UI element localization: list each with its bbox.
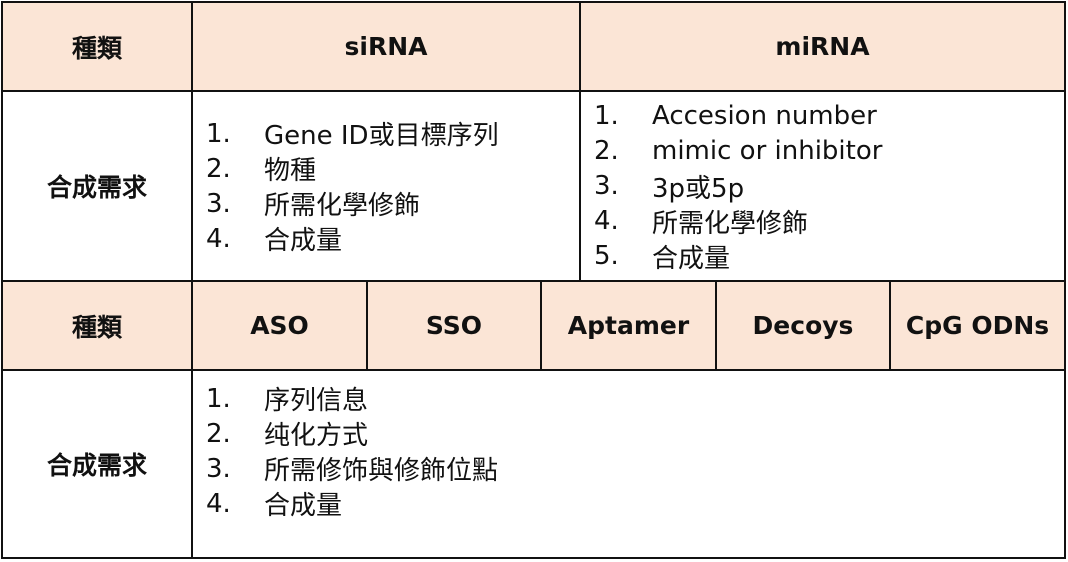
item-text: 序列信息 <box>264 386 369 416</box>
item-text: 所需修饰與修飾位點 <box>264 456 499 486</box>
item-number: 2. <box>594 136 619 166</box>
item-text: 合成量 <box>652 243 731 274</box>
list-item: 3. 3p或5p <box>594 169 1064 204</box>
item-number: 4. <box>206 223 231 254</box>
type-label: 種類 <box>1 280 193 371</box>
item-number: 3. <box>206 188 231 219</box>
item-text: 所需化學修飾 <box>264 191 421 221</box>
list-item: 5. 合成量 <box>594 239 1064 274</box>
type-name: CpG ODNs <box>889 280 1066 371</box>
item-number: 5. <box>594 241 619 271</box>
list-item: 1. Gene ID或目標序列 <box>206 116 579 152</box>
type-name: miRNA <box>579 1 1066 92</box>
needs-list: 1. Gene ID或目標序列 2. 物種 3. 所需化學修飾 4. 合成量 <box>191 90 581 282</box>
type-name: SSO <box>366 280 542 371</box>
item-text: 所需化學修飾 <box>652 208 809 239</box>
item-text: 纯化方式 <box>264 421 369 451</box>
item-text: Accesion number <box>652 101 877 131</box>
needs-list: 1. 序列信息 2. 纯化方式 3. 所需修饰與修飾位點 4. 合成量 <box>191 369 1066 559</box>
item-number: 2. <box>206 153 231 184</box>
list-item: 3. 所需化學修飾 <box>206 186 579 222</box>
list-item: 4. 合成量 <box>206 486 1064 522</box>
list-item: 1. Accesion number <box>594 99 1064 134</box>
item-text: 合成量 <box>264 491 343 521</box>
list-item: 3. 所需修饰與修飾位點 <box>206 451 1064 487</box>
item-number: 4. <box>206 488 231 519</box>
item-number: 1. <box>594 101 619 131</box>
list-item: 4. 合成量 <box>206 221 579 257</box>
type-name: ASO <box>191 280 368 371</box>
list-item: 2. 物種 <box>206 151 579 187</box>
item-text: Gene ID或目標序列 <box>264 121 499 151</box>
item-text: 合成量 <box>264 226 343 256</box>
list-item: 2. 纯化方式 <box>206 416 1064 452</box>
item-number: 1. <box>206 118 231 149</box>
needs-label: 合成需求 <box>1 90 193 282</box>
item-number: 4. <box>594 206 619 236</box>
item-text: mimic or inhibitor <box>652 136 883 166</box>
item-number: 3. <box>206 453 231 484</box>
item-number: 1. <box>206 383 231 414</box>
needs-list: 1. Accesion number 2. mimic or inhibitor 3. 3… <box>579 90 1066 282</box>
item-number: 3. <box>594 171 619 201</box>
item-number: 2. <box>206 418 231 449</box>
list-item: 1. 序列信息 <box>206 381 1064 417</box>
item-text: 3p或5p <box>652 173 745 204</box>
type-name: siRNA <box>191 1 581 92</box>
type-name: Decoys <box>715 280 891 371</box>
type-label: 種類 <box>1 1 193 92</box>
needs-label: 合成需求 <box>1 369 193 559</box>
item-text: 物種 <box>264 156 317 186</box>
list-item: 4. 所需化學修飾 <box>594 204 1064 239</box>
list-item: 2. mimic or inhibitor <box>594 134 1064 169</box>
type-name: Aptamer <box>540 280 717 371</box>
